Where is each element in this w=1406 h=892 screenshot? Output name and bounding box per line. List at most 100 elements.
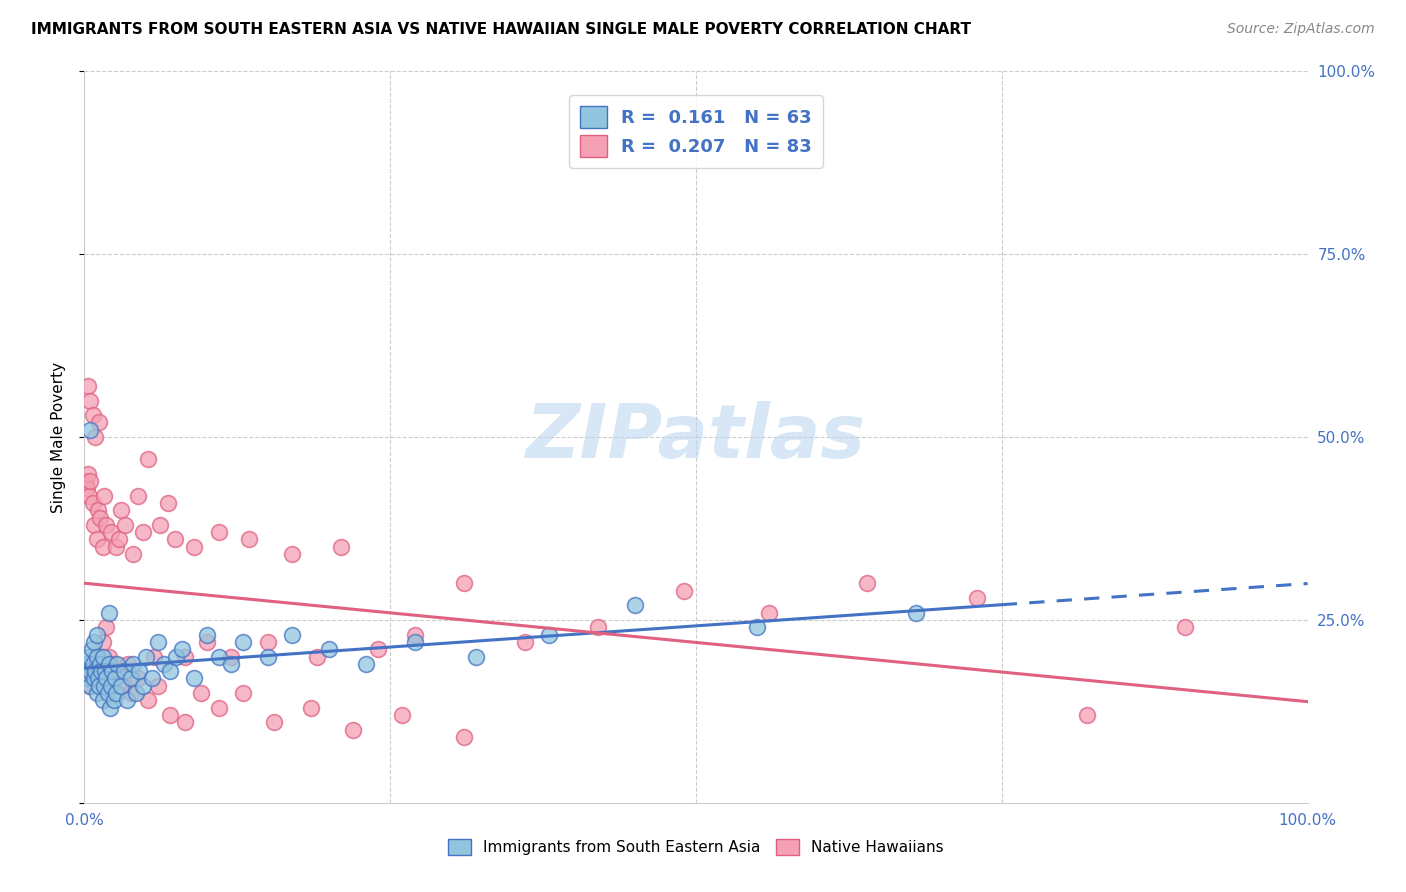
- Point: [110, 679, 132, 693]
- Point: [464, 649, 486, 664]
- Point: [257, 635, 280, 649]
- Point: [80, 672, 103, 686]
- Point: [163, 533, 186, 547]
- Point: [97, 606, 120, 620]
- Point: [856, 576, 879, 591]
- Point: [94, 672, 117, 686]
- Point: [96, 672, 118, 686]
- Point: [125, 686, 148, 700]
- Point: [79, 393, 101, 408]
- Point: [257, 649, 280, 664]
- Point: [103, 693, 125, 707]
- Point: [87, 672, 110, 686]
- Point: [354, 657, 377, 671]
- Point: [96, 517, 118, 532]
- Point: [83, 672, 105, 686]
- Point: [103, 657, 125, 671]
- Point: [538, 627, 561, 641]
- Point: [281, 547, 304, 561]
- Point: [195, 635, 218, 649]
- Point: [263, 715, 285, 730]
- Point: [101, 664, 124, 678]
- Point: [232, 686, 254, 700]
- Point: [93, 679, 115, 693]
- Point: [86, 533, 108, 547]
- Point: [453, 730, 475, 744]
- Point: [86, 627, 108, 641]
- Point: [86, 686, 108, 700]
- Point: [91, 693, 114, 707]
- Point: [143, 649, 166, 664]
- Point: [586, 620, 609, 634]
- Point: [79, 474, 101, 488]
- Point: [120, 686, 142, 700]
- Legend: Immigrants from South Eastern Asia, Native Hawaiians: Immigrants from South Eastern Asia, Nati…: [441, 833, 950, 861]
- Point: [149, 517, 172, 532]
- Point: [136, 693, 159, 707]
- Point: [84, 664, 107, 678]
- Point: [513, 635, 536, 649]
- Point: [117, 657, 139, 671]
- Point: [159, 664, 181, 678]
- Point: [100, 679, 122, 693]
- Point: [966, 591, 988, 605]
- Point: [404, 635, 426, 649]
- Point: [127, 672, 149, 686]
- Point: [905, 606, 928, 620]
- Point: [141, 672, 163, 686]
- Point: [77, 649, 100, 664]
- Point: [83, 635, 105, 649]
- Point: [79, 423, 101, 437]
- Point: [82, 408, 104, 422]
- Text: ZIPatlas: ZIPatlas: [526, 401, 866, 474]
- Point: [146, 635, 169, 649]
- Point: [104, 672, 127, 686]
- Point: [91, 649, 114, 664]
- Point: [208, 649, 231, 664]
- Point: [330, 540, 353, 554]
- Point: [672, 583, 695, 598]
- Point: [183, 540, 205, 554]
- Point: [87, 503, 110, 517]
- Point: [122, 657, 145, 671]
- Point: [453, 576, 475, 591]
- Point: [153, 657, 176, 671]
- Point: [79, 679, 101, 693]
- Point: [232, 635, 254, 649]
- Point: [91, 540, 114, 554]
- Point: [84, 430, 107, 444]
- Point: [83, 517, 105, 532]
- Point: [172, 642, 194, 657]
- Point: [77, 664, 100, 678]
- Point: [77, 489, 100, 503]
- Point: [105, 664, 128, 678]
- Point: [128, 664, 150, 678]
- Point: [114, 517, 136, 532]
- Point: [90, 664, 112, 678]
- Point: [97, 686, 120, 700]
- Point: [76, 672, 98, 686]
- Point: [82, 496, 104, 510]
- Point: [87, 672, 110, 686]
- Point: [100, 525, 122, 540]
- Point: [190, 686, 212, 700]
- Point: [758, 606, 780, 620]
- Point: [79, 679, 101, 693]
- Point: [238, 533, 260, 547]
- Point: [77, 657, 100, 671]
- Point: [624, 599, 647, 613]
- Point: [90, 664, 112, 678]
- Point: [87, 416, 110, 430]
- Point: [391, 708, 413, 723]
- Point: [105, 540, 128, 554]
- Point: [219, 657, 242, 671]
- Point: [110, 503, 132, 517]
- Point: [91, 635, 114, 649]
- Point: [281, 627, 304, 641]
- Text: Source: ZipAtlas.com: Source: ZipAtlas.com: [1227, 22, 1375, 37]
- Y-axis label: Single Male Poverty: Single Male Poverty: [51, 361, 66, 513]
- Point: [105, 657, 128, 671]
- Point: [100, 672, 122, 686]
- Point: [747, 620, 769, 634]
- Point: [208, 700, 231, 714]
